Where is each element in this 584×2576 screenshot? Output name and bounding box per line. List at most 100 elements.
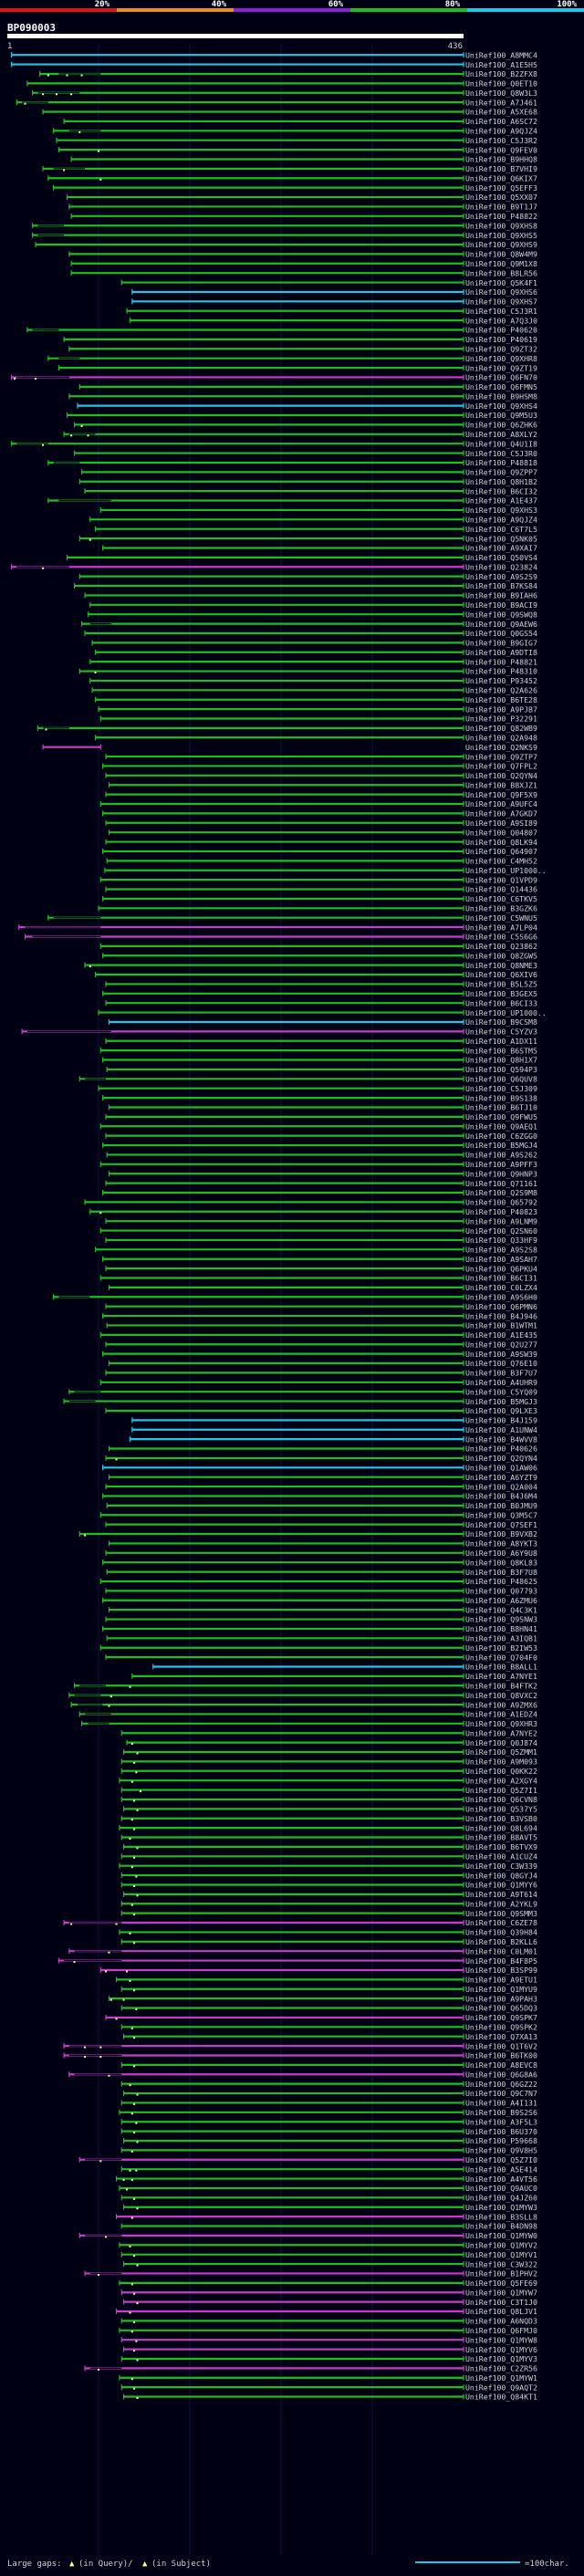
hit-label: UniRef100_A9S2S9 xyxy=(465,572,537,581)
hit-row: UniRef100_Q5ZMM1 xyxy=(122,1747,537,1757)
hit-label: UniRef100_B6STM5 xyxy=(465,1046,537,1055)
hit-row: UniRef100_A6Y9U8 xyxy=(105,1549,537,1558)
hit-label: UniRef100_Q76E10 xyxy=(465,1359,537,1368)
hit-label: UniRef100_A9M093 xyxy=(465,1757,537,1767)
hit-row: UniRef100_Q9SNW3 xyxy=(105,1615,537,1624)
hit-row: UniRef100_Q9SMM3 xyxy=(120,1909,537,1918)
gap-marker xyxy=(130,2112,133,2115)
hit-label: UniRef100_B6CI31 xyxy=(465,1274,537,1283)
hit-row: UniRef100_Q9XHR8 xyxy=(47,354,537,363)
hit-label: UniRef100_Q84KT1 xyxy=(465,2393,537,2402)
hit-row: UniRef100_A9XAI7 xyxy=(101,544,537,553)
gap-marker xyxy=(126,2188,129,2191)
hit-label: UniRef100_Q7XA13 xyxy=(465,2032,537,2041)
hit-label: UniRef100_B3GEX5 xyxy=(465,989,537,998)
hit-label: UniRef100_Q6GZ22 xyxy=(465,2080,537,2089)
hit-label: UniRef100_C5J3R2 xyxy=(465,136,537,145)
hit-row: UniRef100_A9S6H0 xyxy=(52,1292,537,1301)
hit-label: UniRef100_B9S138 xyxy=(465,1093,537,1102)
hit-label: UniRef100_B4J6M4 xyxy=(465,1492,537,1501)
hit-label: UniRef100_Q9ZPP7 xyxy=(465,468,537,477)
hit-row: UniRef100_Q1MYV1 xyxy=(120,2250,537,2259)
hit-row: UniRef100_B3GZK6 xyxy=(98,903,537,913)
hit-row: UniRef100_Q5FE69 xyxy=(119,2279,537,2288)
hit-row: UniRef100_B9ACI9 xyxy=(89,600,537,610)
hit-label: UniRef100_Q6KIX7 xyxy=(465,173,537,183)
gap-marker xyxy=(89,538,91,541)
hit-label: UniRef100_Q33HF9 xyxy=(465,1236,537,1245)
hit-label: UniRef100_Q71161 xyxy=(465,1179,537,1188)
hit-row: UniRef100_A1CUZ4 xyxy=(120,1851,537,1861)
gap-marker xyxy=(78,130,81,133)
hit-row: UniRef100_Q9ZT19 xyxy=(57,363,537,372)
hit-label: UniRef100_Q9AEW6 xyxy=(465,620,537,629)
hit-label: UniRef100_B8LR56 xyxy=(465,268,537,277)
hit-row: UniRef100_C4MH52 xyxy=(106,857,537,866)
gap-marker xyxy=(129,1979,131,1982)
hit-label: UniRef100_A9S262 xyxy=(465,1151,537,1160)
hit-row: UniRef100_Q0GS54 xyxy=(84,629,537,638)
hit-label: UniRef100_A2XGY4 xyxy=(465,1776,537,1785)
hit-row: UniRef100_Q8H1B2 xyxy=(78,477,537,486)
gap-marker xyxy=(136,2093,139,2096)
gap-marker xyxy=(133,2292,136,2295)
hit-row: UniRef100_B6TE28 xyxy=(94,695,537,704)
gap-marker xyxy=(136,1894,139,1897)
hit-row: UniRef100_B3VSB0 xyxy=(120,1814,537,1823)
hit-row: UniRef100_Q76E10 xyxy=(108,1359,537,1368)
hit-label: UniRef100_Q9ZT32 xyxy=(465,344,537,353)
hit-label: UniRef100_Q7FPL2 xyxy=(465,762,537,771)
hit-row: UniRef100_B3SP99 xyxy=(99,1966,537,1975)
hit-label: UniRef100_Q9AQT2 xyxy=(465,2383,537,2392)
hit-row: UniRef100_A3F5L3 xyxy=(120,2117,537,2126)
hit-label: UniRef100_A9S2S8 xyxy=(465,1246,537,1255)
hit-row: UniRef100_Q2A948 xyxy=(94,733,537,742)
hit-row: UniRef100_Q9AUC0 xyxy=(119,2184,537,2193)
hit-row: UniRef100_B9VXB2 xyxy=(78,1529,537,1538)
gap-marker xyxy=(133,2132,136,2134)
hit-row: UniRef100_C5WNU5 xyxy=(47,913,537,923)
hit-label: UniRef100_Q5XX07 xyxy=(465,193,537,202)
hit-label: UniRef100_Q5ZMM1 xyxy=(465,1747,537,1757)
hit-label: UniRef100_Q2A004 xyxy=(465,1482,537,1491)
hit-label: UniRef100_C6TKV5 xyxy=(465,894,537,903)
hit-row: UniRef100_P40619 xyxy=(63,335,537,344)
hit-label: UniRef100_B2ZFX8 xyxy=(465,69,537,78)
hit-label: UniRef100_Q6PKU4 xyxy=(465,1264,537,1273)
hit-label: UniRef100_A6YZT9 xyxy=(465,1473,537,1482)
hit-label: UniRef100_A9LNM9 xyxy=(465,1216,537,1225)
hit-row: UniRef100_Q9SPK7 xyxy=(105,2013,537,2022)
hit-label: UniRef100_A6ZMU6 xyxy=(465,1596,537,1605)
gap-marker xyxy=(129,2311,131,2314)
gap-marker xyxy=(115,1923,118,1925)
hit-row: UniRef100_Q84KT1 xyxy=(122,2393,537,2402)
hit-row: UniRef100_B6TK00 xyxy=(63,2051,537,2060)
hit-label: UniRef100_P59668 xyxy=(465,2136,537,2145)
hit-row: UniRef100_B8AVT5 xyxy=(120,1833,537,1842)
hit-label: UniRef100_Q9XHS8 xyxy=(465,221,537,230)
gap-marker xyxy=(136,2207,139,2210)
gap-marker xyxy=(129,2245,131,2247)
hit-label: UniRef100_P40823 xyxy=(465,1207,537,1216)
hit-row: UniRef100_Q2A004 xyxy=(105,1482,537,1491)
hit-row: UniRef100_A9S2S9 xyxy=(78,572,537,581)
hit-row: UniRef100_Q9ZT32 xyxy=(68,344,537,353)
hit-label: UniRef100_A9QJZ4 xyxy=(465,127,537,136)
gap-marker xyxy=(108,1705,110,1707)
hit-row: UniRef100_B4F8P5 xyxy=(57,1956,537,1966)
hit-row: UniRef100_B9S138 xyxy=(101,1093,537,1102)
hit-row: UniRef100_B6CI33 xyxy=(105,998,537,1007)
hit-label: UniRef100_B9HSM8 xyxy=(465,391,537,401)
hit-row: UniRef100_B5L5Z5 xyxy=(105,980,537,989)
hit-row: UniRef100_Q1AW06 xyxy=(101,1464,537,1473)
hit-row: UniRef100_Q7XA13 xyxy=(122,2032,537,2041)
hit-label: UniRef100_Q6ZHK6 xyxy=(465,421,537,430)
gaps-subject-label: (in Subject) xyxy=(151,2560,211,2569)
hit-row: UniRef100_B8LR56 xyxy=(70,268,537,277)
hit-label: UniRef100_Q9C7N7 xyxy=(465,2089,537,2098)
hit-row: UniRef100_Q1T6V2 xyxy=(63,2041,537,2050)
hit-label: UniRef100_Q537Y5 xyxy=(465,1805,537,1814)
hit-row: UniRef100_A9UFC4 xyxy=(99,799,537,808)
hit-row: UniRef100_Q537Y5 xyxy=(122,1805,537,1814)
